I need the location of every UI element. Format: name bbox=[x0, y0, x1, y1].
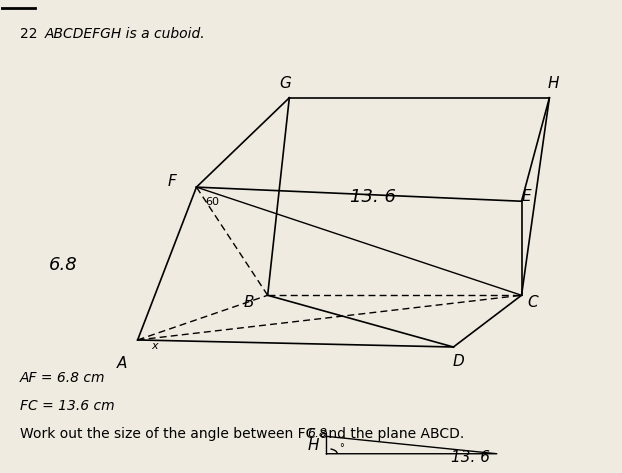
Text: C: C bbox=[527, 295, 538, 310]
Text: H: H bbox=[548, 76, 559, 91]
Text: AF = 6.8 cm: AF = 6.8 cm bbox=[20, 370, 106, 385]
Text: 6.8: 6.8 bbox=[307, 427, 327, 439]
Text: Work out the size of the angle between FC and the plane ABCD.: Work out the size of the angle between F… bbox=[20, 427, 464, 441]
Text: 60: 60 bbox=[205, 197, 219, 207]
Text: 6.8: 6.8 bbox=[49, 256, 78, 274]
Text: D: D bbox=[452, 354, 464, 368]
Text: 13. 6: 13. 6 bbox=[350, 187, 396, 206]
Text: F: F bbox=[167, 174, 176, 189]
Text: x: x bbox=[152, 341, 158, 350]
Text: A: A bbox=[117, 356, 128, 371]
Text: 22: 22 bbox=[20, 27, 37, 41]
Text: °: ° bbox=[340, 443, 345, 453]
Text: H: H bbox=[307, 438, 318, 453]
Text: G: G bbox=[279, 76, 291, 91]
Text: FC = 13.6 cm: FC = 13.6 cm bbox=[20, 399, 114, 413]
Text: ABCDEFGH is a cuboid.: ABCDEFGH is a cuboid. bbox=[45, 27, 205, 41]
Text: B: B bbox=[244, 295, 254, 310]
Text: 13. 6: 13. 6 bbox=[451, 450, 490, 465]
Text: E: E bbox=[522, 189, 531, 204]
